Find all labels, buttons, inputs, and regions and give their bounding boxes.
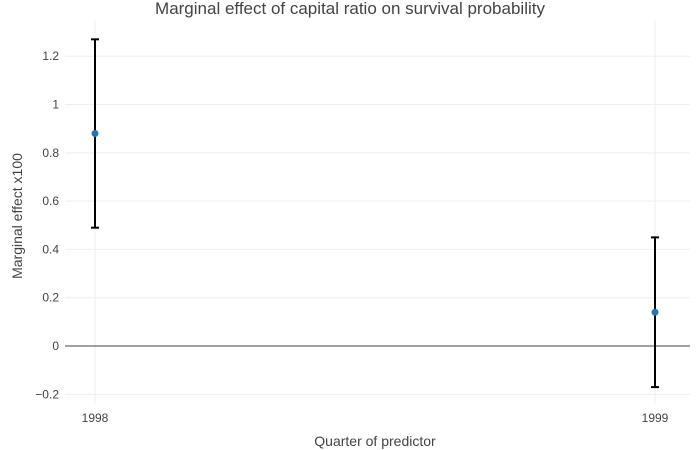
grid-layer bbox=[65, 20, 690, 404]
data-point-1998[interactable] bbox=[91, 130, 99, 138]
y-tick-label: −0.2 bbox=[35, 387, 59, 401]
chart-title: Marginal effect of capital ratio on surv… bbox=[155, 0, 545, 18]
y-tick-label: 0 bbox=[52, 339, 59, 353]
data-point-1999[interactable] bbox=[651, 308, 659, 316]
y-tick-label: 1 bbox=[52, 98, 59, 112]
x-axis-title: Quarter of predictor bbox=[314, 433, 436, 449]
marks-layer bbox=[91, 38, 659, 389]
y-axis-title: Marginal effect x100 bbox=[9, 153, 25, 279]
y-tick-label: 0.6 bbox=[42, 194, 59, 208]
y-tick-label: 0.2 bbox=[42, 291, 59, 305]
y-tick-labels: −0.2 0 0.2 0.4 0.6 0.8 1 1.2 bbox=[35, 49, 59, 401]
x-tick-label: 1999 bbox=[642, 411, 669, 425]
y-tick-label: 0.4 bbox=[42, 242, 59, 256]
y-tick-label: 1.2 bbox=[42, 49, 59, 63]
y-tick-label: 0.8 bbox=[42, 146, 59, 160]
x-tick-label: 1998 bbox=[82, 411, 109, 425]
x-tick-labels: 1998 1999 bbox=[82, 411, 669, 425]
